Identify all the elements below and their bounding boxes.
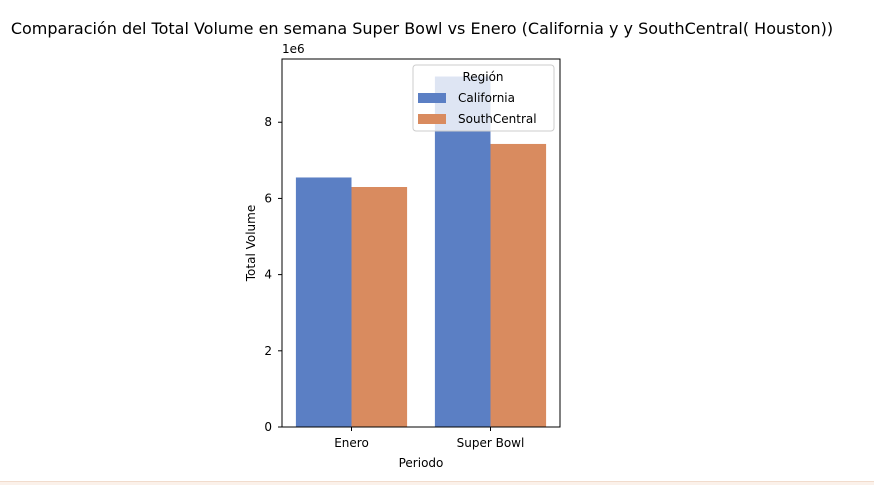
- bar-california-super-bowl: [434, 76, 491, 428]
- x-axis: Enero Super Bowl: [334, 427, 524, 450]
- y-tick-label: 6: [264, 191, 272, 205]
- legend-title: Región: [462, 70, 503, 84]
- bar-california-enero: [295, 177, 352, 427]
- legend-swatch-southcentral: [418, 114, 446, 124]
- legend-swatch-california: [418, 93, 446, 103]
- bar-southcentral-super-bowl: [490, 143, 547, 427]
- y-tick-label: 4: [264, 268, 272, 282]
- y-tick-label: 0: [264, 420, 272, 434]
- x-tick-label: Enero: [334, 436, 369, 450]
- legend-entries: California SouthCentral: [418, 91, 537, 126]
- plot-area-frame: [281, 58, 561, 428]
- legend-box: [412, 64, 555, 132]
- bottom-strip: [0, 481, 874, 485]
- y-tick-label: 8: [264, 115, 272, 129]
- bar-southcentral-enero: [351, 187, 408, 427]
- legend: Región California SouthCentral: [412, 64, 555, 132]
- y-tick-label: 2: [264, 344, 272, 358]
- bars-group: [295, 76, 547, 428]
- x-axis-label: Periodo: [399, 456, 444, 470]
- chart-title: Comparación del Total Volume en semana S…: [11, 19, 833, 38]
- legend-label-southcentral: SouthCentral: [458, 112, 537, 126]
- legend-label-california: California: [458, 91, 515, 105]
- y-axis-label: Total Volume: [244, 205, 258, 282]
- y-axis: 0 2 4 6 8: [264, 115, 282, 434]
- x-tick-label: Super Bowl: [457, 436, 525, 450]
- y-axis-offset-text: 1e6: [282, 42, 305, 56]
